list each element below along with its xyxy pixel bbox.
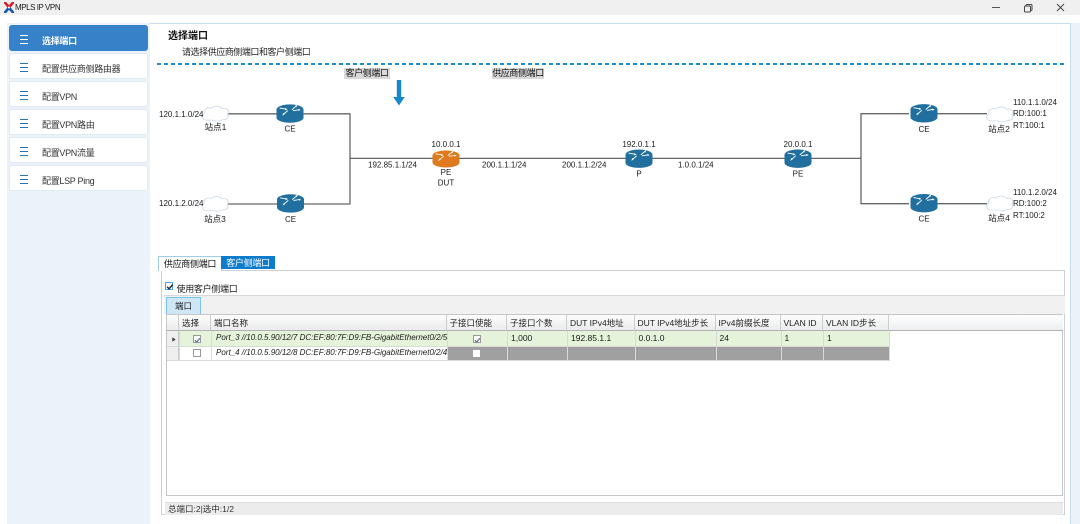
svg-text:站点4: 站点4	[988, 213, 1010, 223]
svg-text:CE: CE	[284, 124, 295, 133]
svg-text:DUT: DUT	[438, 178, 455, 187]
svg-text:PE: PE	[441, 168, 452, 177]
svg-text:120.1.2.0/24: 120.1.2.0/24	[159, 199, 204, 208]
svg-text:CE: CE	[285, 215, 296, 224]
svg-text:10.0.0.1: 10.0.0.1	[432, 140, 461, 149]
svg-text:PE: PE	[793, 170, 804, 179]
svg-text:RD:100:2: RD:100:2	[1013, 199, 1047, 208]
svg-text:192.0.1.1: 192.0.1.1	[622, 140, 656, 149]
svg-text:20.0.0.1: 20.0.0.1	[784, 140, 813, 149]
svg-text:CE: CE	[918, 125, 929, 134]
svg-text:110.1.1.0/24: 110.1.1.0/24	[1013, 98, 1057, 107]
svg-text:站点1: 站点1	[205, 122, 227, 132]
svg-text:1.0.0.1/24: 1.0.0.1/24	[678, 160, 714, 169]
svg-text:200.1.1.2/24: 200.1.1.2/24	[562, 160, 607, 169]
svg-text:CE: CE	[918, 215, 929, 224]
svg-text:RD:100:1: RD:100:1	[1013, 109, 1047, 118]
svg-text:P: P	[636, 170, 641, 179]
svg-text:192.85.1.1/24: 192.85.1.1/24	[368, 160, 417, 169]
svg-text:120.1.1.0/24: 120.1.1.0/24	[159, 110, 204, 119]
svg-text:200.1.1.1/24: 200.1.1.1/24	[482, 160, 527, 169]
svg-text:110.1.2.0/24: 110.1.2.0/24	[1013, 188, 1057, 197]
svg-text:RT:100:1: RT:100:1	[1013, 121, 1045, 130]
svg-text:站点2: 站点2	[988, 124, 1010, 134]
svg-text:RT:100:2: RT:100:2	[1013, 211, 1045, 220]
svg-text:站点3: 站点3	[204, 214, 226, 224]
